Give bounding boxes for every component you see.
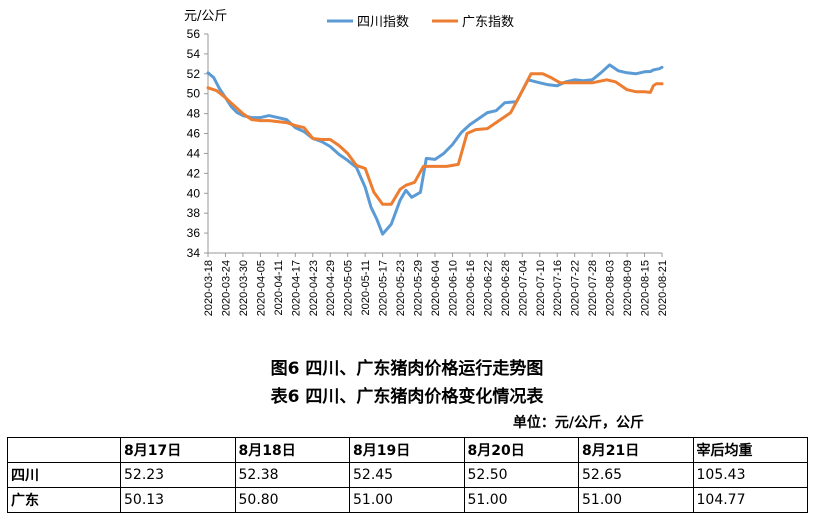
x-tick-label: 2020-05-11 xyxy=(360,260,372,315)
legend-entry: 广东指数 xyxy=(462,15,514,30)
table-cell: 52.23 xyxy=(120,462,236,488)
y-tick-label: 42 xyxy=(187,166,201,180)
x-tick-label: 2020-05-05 xyxy=(343,260,355,316)
legend-entry: 四川指数 xyxy=(357,15,409,30)
header-cell: 8月18日 xyxy=(234,437,350,463)
y-tick-label: 56 xyxy=(187,27,201,41)
y-tick-label: 52 xyxy=(187,67,201,81)
x-tick-label: 2020-03-18 xyxy=(203,260,215,316)
table-cell: 52.50 xyxy=(463,462,579,488)
table-cell: 51.00 xyxy=(463,487,579,513)
table-header-row: 8月17日 8月18日 8月19日 8月20日 8月21日 宰后均重 xyxy=(7,437,808,463)
y-tick-label: 38 xyxy=(187,206,201,220)
header-cell: 宰后均重 xyxy=(692,437,808,463)
x-tick-label: 2020-06-04 xyxy=(430,260,442,316)
x-tick-label: 2020-04-11 xyxy=(273,260,285,315)
table-caption: 表6 四川、广东猪肉价格变化情况表 xyxy=(270,387,544,407)
x-tick-label: 2020-08-03 xyxy=(605,260,617,316)
x-tick-label: 2020-05-29 xyxy=(413,260,425,316)
x-tick-label: 2020-03-30 xyxy=(238,260,250,316)
x-tick-label: 2020-07-04 xyxy=(517,260,529,316)
table-row: 广东 50.13 50.80 51.00 51.00 51.00 104.77 xyxy=(7,487,808,513)
table-cell: 52.65 xyxy=(578,462,694,488)
x-tick-label: 2020-06-22 xyxy=(482,260,494,316)
x-tick-label: 2020-04-23 xyxy=(308,260,320,316)
x-tick-label: 2020-07-10 xyxy=(535,260,547,316)
header-cell: 8月19日 xyxy=(349,437,465,463)
y-tick-label: 36 xyxy=(187,226,201,240)
header-cell xyxy=(7,437,121,463)
price-line-chart: 34 36 38 40 42 44 46 48 50 52 54 56 元/公斤 2020-03-18 20… xyxy=(184,9,669,316)
table-cell: 104.77 xyxy=(692,487,808,513)
table-cell: 105.43 xyxy=(692,462,808,488)
y-tick-label: 50 xyxy=(187,87,201,101)
figure-caption: 图6 四川、广东猪肉价格运行走势图 xyxy=(270,359,544,379)
x-tick-label: 2020-08-15 xyxy=(640,260,652,316)
x-tick-label: 2020-04-17 xyxy=(290,260,302,316)
y-axis-label: 元/公斤 xyxy=(184,9,227,24)
table-cell: 51.00 xyxy=(578,487,694,513)
header-cell: 8月17日 xyxy=(120,437,236,463)
header-cell: 8月21日 xyxy=(578,437,694,463)
x-tick-label: 2020-06-10 xyxy=(447,260,459,316)
x-tick-label: 2020-06-16 xyxy=(465,260,477,316)
x-tick-label: 2020-05-17 xyxy=(378,260,390,316)
x-tick-label: 2020-04-29 xyxy=(325,260,337,316)
x-tick-label: 2020-08-21 xyxy=(657,260,669,316)
x-tick-label: 2020-07-16 xyxy=(552,260,564,316)
y-tick-label: 54 xyxy=(187,47,201,61)
x-tick-label: 2020-05-23 xyxy=(395,260,407,316)
header-cell: 8月20日 xyxy=(463,437,579,463)
guangdong-series-line xyxy=(206,72,664,206)
x-tick-label: 2020-03-24 xyxy=(220,260,232,316)
x-tick-label: 2020-04-05 xyxy=(255,260,267,316)
row-label: 广东 xyxy=(7,487,121,513)
y-tick-label: 40 xyxy=(187,186,201,200)
y-tick-label: 44 xyxy=(187,146,201,160)
y-tick-label: 48 xyxy=(187,107,201,121)
table-cell: 51.00 xyxy=(349,487,465,513)
unit-label: 单位：元/公斤，公斤 xyxy=(512,415,644,431)
y-tick-label: 46 xyxy=(187,127,201,141)
sichuan-series-line xyxy=(206,63,664,236)
table-row: 四川 52.23 52.38 52.45 52.50 52.65 105.43 xyxy=(7,462,808,488)
row-label: 四川 xyxy=(7,462,121,488)
x-tick-label: 2020-06-28 xyxy=(500,260,512,316)
table-cell: 52.45 xyxy=(349,462,465,488)
price-table: 8月17日 8月18日 8月19日 8月20日 8月21日 宰后均重 四川 52… xyxy=(7,437,808,513)
x-tick-label: 2020-07-22 xyxy=(570,260,582,316)
x-tick-label: 2020-08-09 xyxy=(622,260,634,316)
table-cell: 52.38 xyxy=(234,462,350,488)
table-cell: 50.80 xyxy=(234,487,350,513)
y-tick-label: 34 xyxy=(187,246,201,260)
table-cell: 50.13 xyxy=(120,487,236,513)
x-tick-label: 2020-07-28 xyxy=(587,260,599,316)
